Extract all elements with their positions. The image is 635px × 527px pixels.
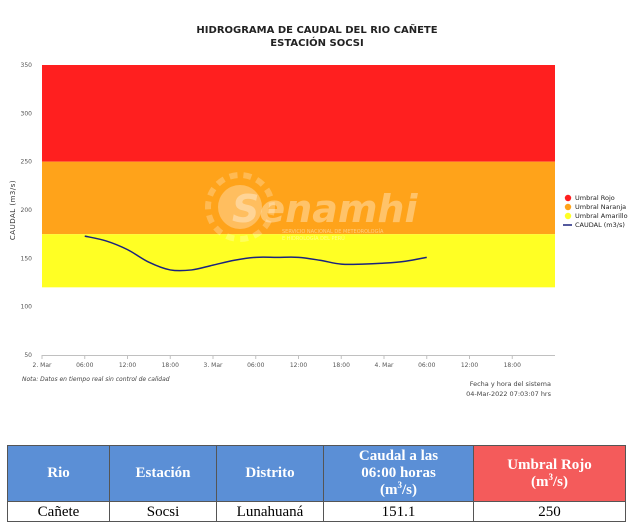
hydrograph-chart: HIDROGRAMA DE CAUDAL DEL RIO CAÑETE ESTA…	[9, 23, 628, 398]
chart-note: Nota: Datos en tiempo real sin control d…	[22, 376, 170, 383]
summary-table: Rio Estación Distrito Caudal a las 06:00…	[7, 445, 626, 522]
x-tick-label: 06:00	[418, 362, 435, 369]
cell-umbral: 250	[473, 501, 626, 522]
x-tick-label: 18:00	[504, 362, 521, 369]
chart-title: HIDROGRAMA DE CAUDAL DEL RIO CAÑETE	[196, 23, 437, 36]
chart-subtitle: ESTACIÓN SOCSI	[270, 36, 363, 49]
y-tick-label: 300	[21, 110, 33, 117]
table-header-row: Rio Estación Distrito Caudal a las 06:00…	[7, 445, 626, 502]
cell-estacion: Socsi	[109, 501, 217, 522]
header-umbral-unit: (m3/s)	[531, 471, 568, 490]
legend-label: CAUDAL (m3/s)	[575, 221, 625, 229]
x-tick-label: 2. Mar	[33, 362, 52, 369]
band-umbral-naranja	[42, 161, 555, 235]
y-tick-label: 50	[24, 352, 32, 359]
x-tick-label: 3. Mar	[204, 362, 223, 369]
y-tick-label: 250	[21, 159, 33, 166]
series-line-caudal	[84, 235, 427, 272]
series-layer	[84, 235, 427, 272]
x-tick-label: 18:00	[333, 362, 350, 369]
legend-label: Umbral Rojo	[575, 194, 615, 202]
header-caudal: Caudal a las 06:00 horas (m3/s)	[323, 445, 474, 502]
cell-distrito: Lunahuaná	[216, 501, 324, 522]
table-row: Cañete Socsi Lunahuaná 151.1 250	[7, 501, 626, 522]
x-tick-label: 12:00	[290, 362, 307, 369]
y-tick-label: 200	[21, 207, 33, 214]
x-tick-label: 06:00	[247, 362, 264, 369]
header-estacion: Estación	[109, 445, 217, 502]
legend-label: Umbral Naranja	[575, 203, 626, 211]
band-umbral-amarillo	[42, 234, 555, 288]
watermark-text: Senamhi	[232, 187, 418, 231]
cell-rio: Cañete	[7, 501, 110, 522]
watermark-subtitle-1: SERVICIO NACIONAL DE METEOROLOGÍA	[282, 228, 384, 235]
y-axis-label: CAUDAL (m3/s)	[9, 180, 17, 240]
system-time-label: Fecha y hora del sistema	[470, 380, 551, 388]
legend-marker	[564, 203, 572, 211]
legend-marker	[564, 212, 572, 220]
header-caudal-line1: Caudal a las	[358, 448, 439, 464]
legend-label: Umbral Amarillo	[575, 212, 628, 220]
header-rio: Rio	[7, 445, 110, 502]
band-umbral-rojo	[42, 65, 555, 162]
chart-axes: 50 100 150 200 250 300 350 2. Mar 06:00 12:00 18:0…	[21, 62, 555, 369]
senamhi-watermark: Senamhi SERVICIO NACIONAL DE METEOROLOGÍ…	[205, 172, 418, 242]
chart-svg: HIDROGRAMA DE CAUDAL DEL RIO CAÑETE ESTA…	[9, 23, 628, 398]
legend-marker	[564, 194, 572, 202]
header-umbral-rojo: Umbral Rojo (m3/s)	[473, 445, 626, 502]
x-tick-label: 4. Mar	[375, 362, 394, 369]
x-tick-label: 06:00	[76, 362, 93, 369]
system-time-value: 04-Mar-2022 07:03:07 hrs	[466, 390, 551, 398]
x-tick-label: 12:00	[461, 362, 478, 369]
x-tick-label: 18:00	[162, 362, 179, 369]
header-umbral-line1: Umbral Rojo	[507, 456, 592, 473]
header-caudal-line2: 06:00 horas	[361, 465, 436, 481]
y-tick-label: 150	[21, 255, 33, 262]
y-tick-label: 100	[21, 304, 33, 311]
header-caudal-unit: (m3/s)	[380, 480, 417, 499]
watermark-subtitle-2: E HIDROLOGÍA DEL PERÚ	[282, 235, 345, 242]
header-distrito: Distrito	[216, 445, 324, 502]
y-tick-label: 350	[21, 62, 33, 69]
threshold-bands	[42, 65, 555, 288]
sun-logo-icon	[205, 172, 275, 242]
x-tick-label: 12:00	[119, 362, 136, 369]
cell-caudal: 151.1	[323, 501, 474, 522]
